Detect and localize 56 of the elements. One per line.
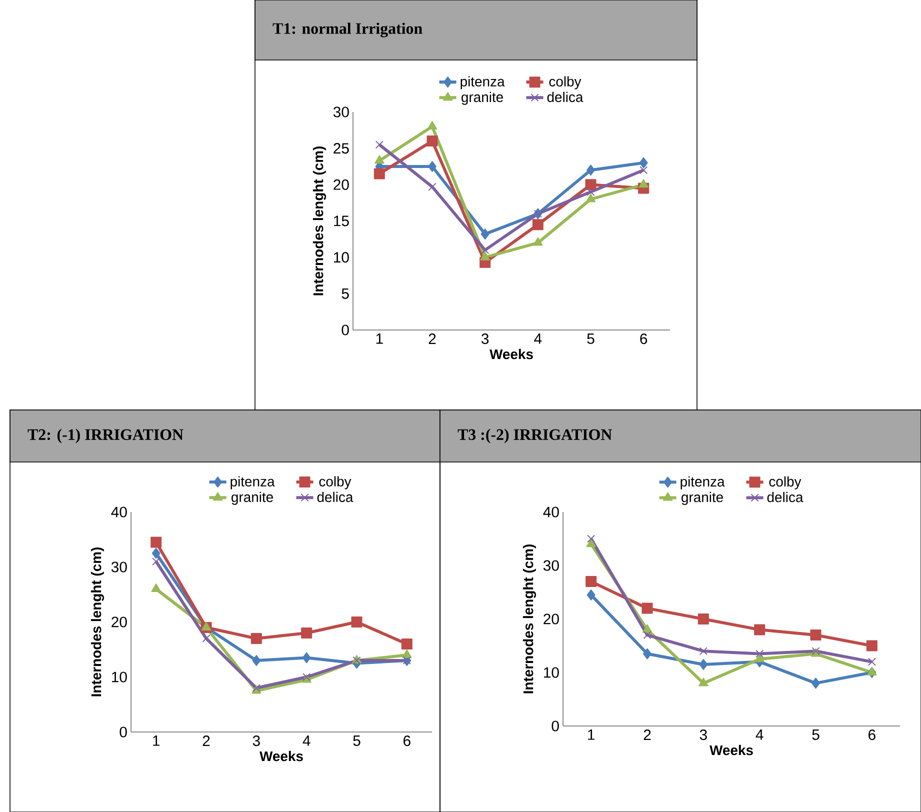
chart-title: T1: normal Irrigation (272, 22, 422, 38)
y-tick-label: 40 (543, 506, 559, 518)
legend-label: delica (547, 92, 584, 102)
legend-label: granite (462, 92, 503, 105)
y-tick-label: 20 (334, 179, 349, 190)
x-tick-label: 5 (812, 730, 820, 740)
chart-title: T3 :(-2) IRRIGATION (458, 428, 612, 444)
y-tick-label: 0 (342, 324, 349, 336)
y-tick-label: 0 (120, 726, 127, 738)
legend-label: delica (317, 492, 354, 502)
y-tick-label: 15 (334, 216, 349, 226)
y-tick-label: 5 (342, 288, 349, 299)
legend-label: colby (319, 476, 352, 490)
chart-title: T2: (-1) IRRIGATION (28, 428, 184, 444)
x-tick-label: 1 (153, 736, 160, 746)
x-tick-label: 3 (252, 736, 260, 746)
legend-label: pitenza (680, 476, 725, 490)
y-axis-title: Internodes lenght (cm) (522, 544, 536, 694)
x-axis-title: Weeks (260, 750, 303, 762)
y-tick-label: 20 (544, 614, 559, 624)
x-tick-label: 2 (202, 736, 210, 746)
y-tick-label: 25 (334, 143, 349, 154)
x-tick-label: 4 (302, 736, 310, 746)
legend-label: delica (767, 492, 804, 502)
y-tick-label: 30 (543, 560, 559, 571)
x-tick-label: 2 (428, 334, 436, 344)
x-tick-label: 6 (868, 730, 876, 740)
x-axis-title: Weeks (710, 744, 753, 756)
x-tick-label: 6 (640, 334, 648, 344)
legend-label: colby (769, 476, 802, 490)
legend-label: granite (682, 492, 723, 505)
x-tick-label: 6 (404, 736, 410, 746)
x-tick-label: 4 (756, 730, 764, 740)
y-tick-label: 10 (112, 672, 127, 682)
x-tick-label: 5 (587, 334, 594, 344)
x-tick-label: 1 (376, 334, 383, 344)
x-tick-label: 1 (588, 730, 595, 740)
x-tick-label: 3 (481, 334, 489, 344)
x-tick-label: 2 (644, 730, 651, 740)
x-tick-label: 5 (353, 736, 360, 746)
y-axis-title: Internodes lenght (cm) (312, 146, 326, 296)
legend-label: granite (232, 492, 273, 505)
y-tick-label: 30 (333, 106, 349, 118)
y-tick-label: 40 (111, 506, 127, 518)
y-axis-title: Internodes lenght (cm) (90, 548, 104, 696)
y-tick-label: 0 (552, 720, 559, 732)
legend-label: pitenza (460, 76, 505, 90)
y-tick-label: 30 (111, 562, 127, 572)
y-tick-label: 10 (334, 252, 349, 263)
x-axis-title: Weeks (490, 348, 533, 360)
y-tick-label: 20 (112, 616, 127, 628)
legend-label: pitenza (230, 476, 275, 490)
x-tick-label: 4 (534, 334, 542, 344)
legend-label: colby (549, 76, 582, 90)
y-tick-label: 10 (544, 667, 559, 678)
x-tick-label: 3 (700, 730, 707, 740)
